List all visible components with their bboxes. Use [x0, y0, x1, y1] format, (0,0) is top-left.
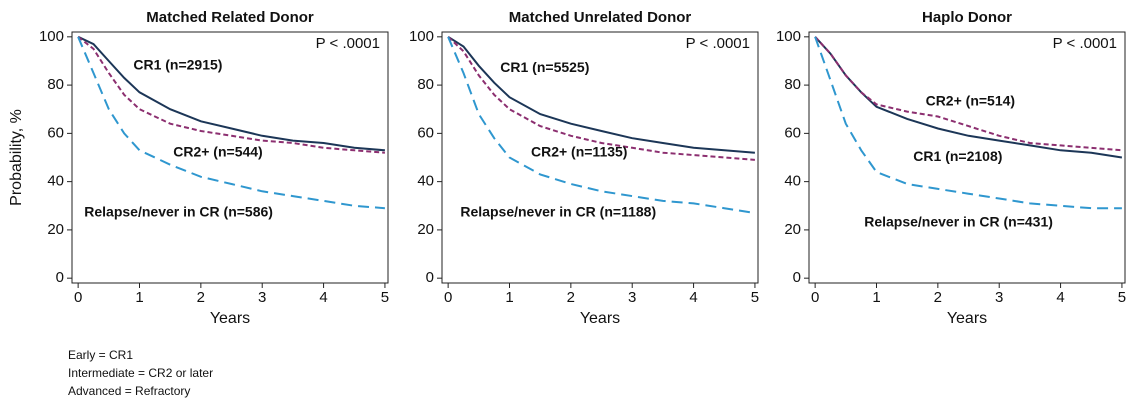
x-axis-label: Years — [210, 310, 250, 327]
x-tick-label: 5 — [1118, 289, 1126, 306]
x-tick-label: 4 — [319, 289, 327, 306]
series-line — [447, 36, 755, 161]
y-tick-label: 0 — [56, 269, 64, 286]
y-tick-label: 20 — [47, 221, 64, 238]
x-tick-label: 0 — [811, 289, 819, 306]
series-label: CR2+ (n=514) — [926, 93, 1015, 109]
y-tick-label: 60 — [417, 124, 434, 141]
x-tick-label: 0 — [444, 289, 452, 306]
plot-frame — [441, 31, 759, 284]
footnote: Intermediate = CR2 or later — [68, 366, 213, 380]
series-label: Relapse/never in CR (n=1188) — [460, 204, 656, 220]
x-axis-label: Years — [580, 310, 620, 327]
series-line — [447, 35, 755, 154]
series-label: CR2+ (n=1135) — [531, 143, 628, 159]
x-tick-label: 1 — [135, 289, 143, 306]
y-tick-label: 80 — [417, 76, 434, 93]
x-tick-label: 4 — [1056, 289, 1064, 306]
x-tick-label: 5 — [751, 289, 759, 306]
y-tick-label: 60 — [47, 124, 64, 141]
y-tick-label: 80 — [784, 76, 801, 93]
series-line — [77, 36, 385, 210]
y-tick-label: 100 — [776, 28, 801, 45]
y-tick-label: 0 — [426, 269, 434, 286]
series-label: Relapse/never in CR (n=586) — [84, 204, 273, 220]
x-tick-label: 2 — [197, 289, 205, 306]
series-label: CR1 (n=5525) — [500, 59, 589, 75]
series-label: CR1 (n=2915) — [133, 56, 222, 72]
y-tick-label: 60 — [784, 124, 801, 141]
x-tick-label: 1 — [505, 289, 513, 306]
series-line — [77, 35, 385, 152]
y-tick-label: 20 — [784, 221, 801, 238]
x-tick-label: 2 — [934, 289, 942, 306]
y-tick-label: 20 — [417, 221, 434, 238]
y-tick-label: 100 — [409, 28, 434, 45]
chart-title: Matched Related Donor — [146, 9, 314, 26]
y-tick-label: 40 — [47, 173, 64, 190]
plot-frame — [71, 31, 389, 284]
footnote: Early = CR1 — [68, 348, 133, 362]
annotation: P < .0001 — [316, 35, 380, 52]
chart-title: Haplo Donor — [922, 9, 1012, 26]
footnote: Advanced = Refractory — [68, 384, 190, 398]
series-label: CR2+ (n=544) — [173, 143, 262, 159]
series-line — [447, 36, 756, 214]
x-tick-label: 4 — [689, 289, 697, 306]
x-tick-label: 3 — [995, 289, 1003, 306]
x-tick-label: 0 — [74, 289, 82, 306]
annotation: P < .0001 — [1053, 35, 1117, 52]
y-tick-label: 40 — [784, 173, 801, 190]
series-line — [77, 36, 385, 154]
y-tick-label: 80 — [47, 76, 64, 93]
series-label: CR1 (n=2108) — [913, 148, 1002, 164]
plot-frame — [808, 31, 1126, 284]
series-label: Relapse/never in CR (n=431) — [864, 213, 1053, 229]
y-tick-label: 40 — [417, 173, 434, 190]
x-tick-label: 3 — [628, 289, 636, 306]
series-line — [814, 36, 1122, 152]
chart-title: Matched Unrelated Donor — [509, 9, 692, 26]
x-tick-label: 5 — [381, 289, 389, 306]
x-tick-label: 3 — [258, 289, 266, 306]
x-axis-label: Years — [947, 310, 987, 327]
y-tick-label: 0 — [793, 269, 801, 286]
y-axis-label: Probability, % — [8, 109, 25, 206]
x-tick-label: 1 — [872, 289, 880, 306]
annotation: P < .0001 — [686, 35, 750, 52]
series-line — [814, 36, 1122, 210]
x-tick-label: 2 — [567, 289, 575, 306]
y-tick-label: 100 — [39, 28, 64, 45]
